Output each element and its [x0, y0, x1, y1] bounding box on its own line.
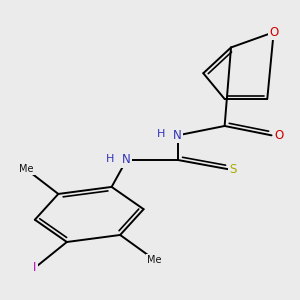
Text: S: S: [230, 163, 237, 176]
Text: I: I: [33, 261, 37, 274]
Text: O: O: [274, 129, 283, 142]
Text: O: O: [269, 26, 278, 39]
Text: N: N: [173, 129, 182, 142]
Text: N: N: [122, 154, 131, 166]
Text: H: H: [106, 154, 115, 164]
Text: H: H: [157, 129, 166, 139]
Text: Me: Me: [19, 164, 34, 174]
Text: Me: Me: [147, 255, 161, 265]
